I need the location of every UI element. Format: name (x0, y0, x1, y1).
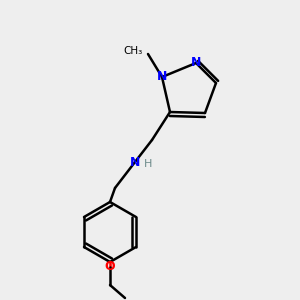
Text: CH₃: CH₃ (124, 46, 143, 56)
Text: N: N (157, 70, 167, 83)
Text: N: N (130, 155, 140, 169)
Text: H: H (144, 159, 152, 169)
Text: O: O (105, 260, 115, 274)
Text: N: N (191, 56, 201, 70)
